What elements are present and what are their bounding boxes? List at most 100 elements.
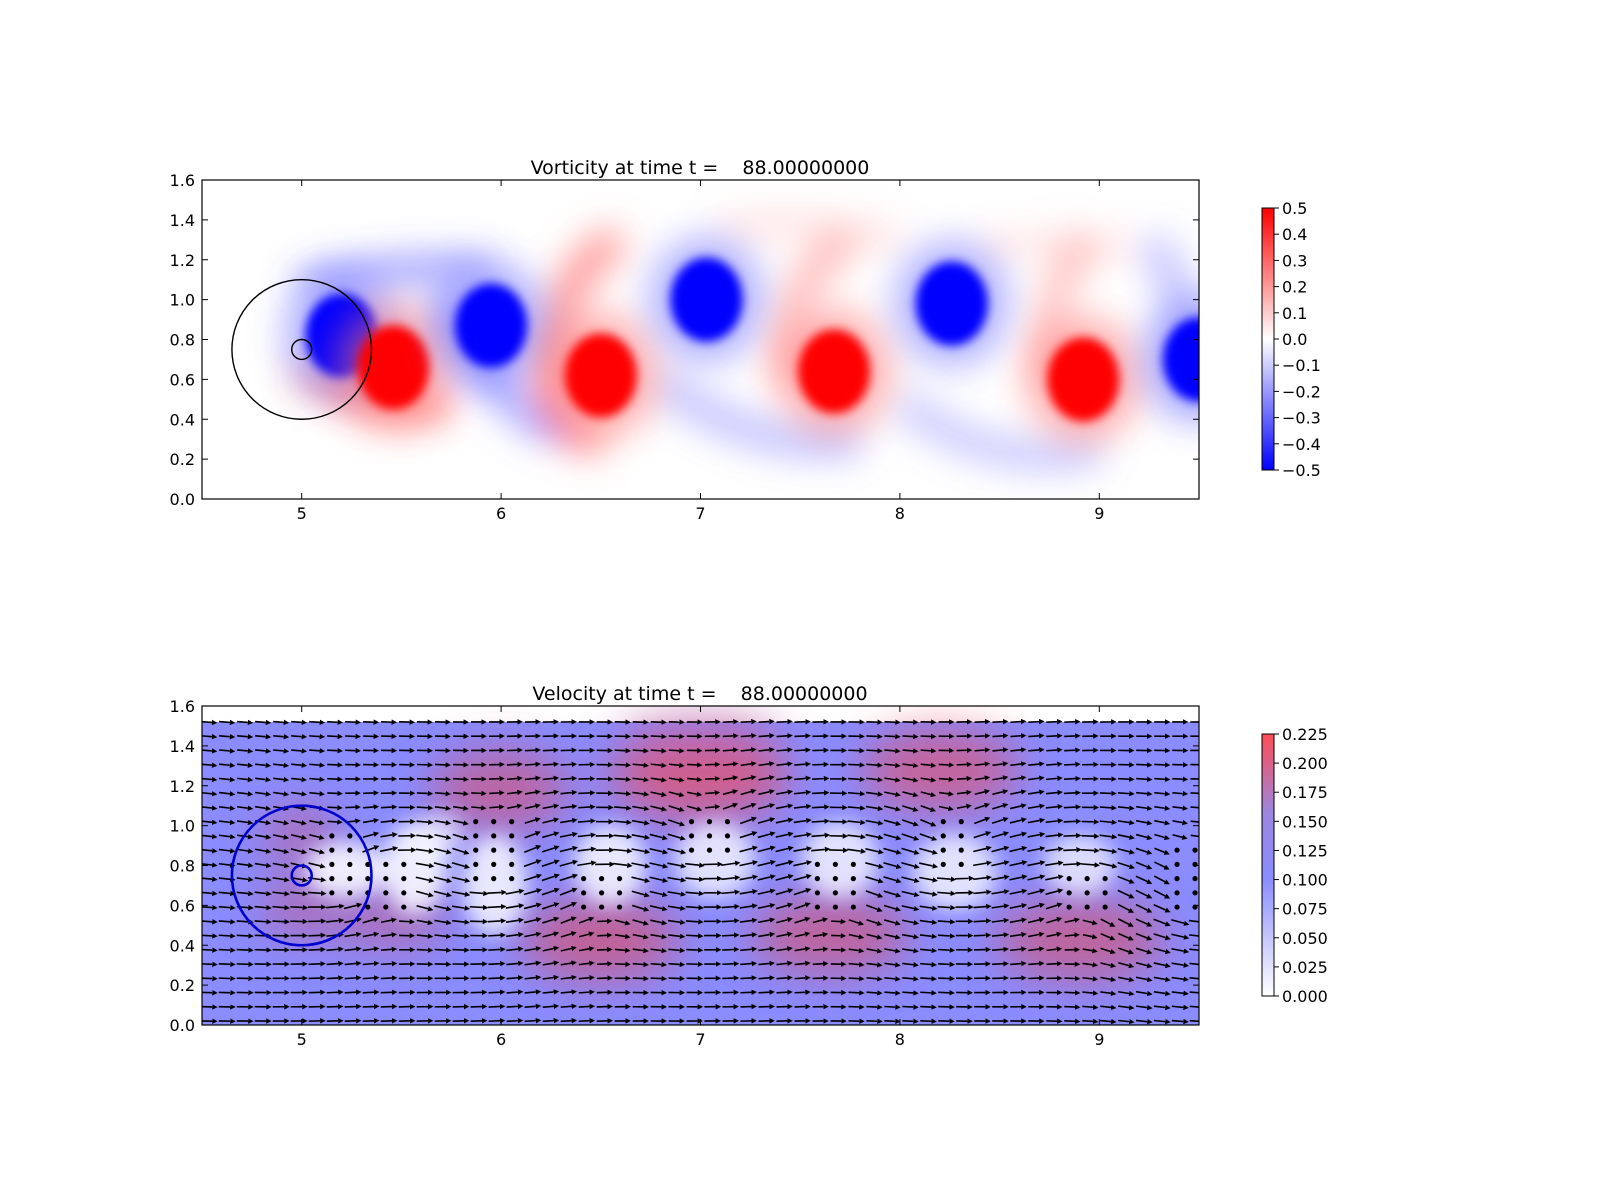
quiver-arrow [632,748,649,754]
quiver-arrow [1135,961,1153,969]
quiver-arrow [291,776,308,783]
quiver-arrow [758,789,775,796]
quiver-arrow [1153,976,1171,983]
quiver-arrow [973,845,992,853]
quiver-arrow [1118,990,1135,997]
quiver-arrow [506,931,524,938]
quiver-arrow [237,719,254,726]
quiver-dot [688,847,695,853]
quiver-dot [347,833,353,839]
quiver-arrow [542,945,560,952]
quiver-arrow [344,931,362,938]
quiver-arrow [757,902,776,910]
quiver-arrow [237,791,254,797]
quiver-dot [1192,876,1198,882]
quiver-dot [347,876,353,882]
quiver-arrow [631,819,650,826]
quiver-arrow [255,733,272,740]
quiver-arrow [202,904,218,911]
velocity-ytick-label: 1.2 [170,777,195,796]
quiver-arrow [1082,962,1099,968]
quiver-arrow [506,761,523,768]
quiver-arrow [613,833,633,840]
quiver-arrow [362,845,380,853]
quiver-arrow [362,946,380,952]
quiver-dot [473,847,479,853]
quiver-arrow [1117,861,1135,870]
quiver-dot [1066,890,1072,896]
quiver-arrow [506,975,524,981]
quiver-arrow [632,791,650,797]
quiver-arrow [1154,833,1170,841]
vorticity-xtick-label: 7 [695,504,705,523]
quiver-arrow [865,848,884,855]
quiver-arrow [577,860,597,867]
quiver-arrow [901,890,920,898]
velocity-colorbar [1261,733,1275,997]
quiver-arrow [631,890,650,898]
quiver-arrow [327,819,343,825]
quiver-arrow [1010,761,1027,767]
quiver-arrow [865,819,884,826]
vorticity-xtick-label: 5 [297,504,307,523]
quiver-arrow [1172,819,1188,826]
velocity-axes: 5 6 7 8 9 0.0 0.2 0.4 0.6 0.8 1.0 1.2 1.4 1.6 [170,697,1199,1049]
vorticity-colorbar-tick-label: 0.0 [1282,330,1307,349]
quiver-arrow [524,1003,542,1010]
quiver-arrow [776,946,793,952]
quiver-arrow [1064,761,1081,768]
quiver-arrow [487,918,507,924]
quiver-arrow [847,805,866,811]
quiver-arrow [631,862,651,869]
quiver-arrow [757,831,776,839]
quiver-arrow [1082,919,1098,926]
quiver-dot [1174,890,1180,896]
quiver-arrow [740,733,757,739]
velocity-xtick-label: 5 [297,1030,307,1049]
quiver-arrow [632,805,650,812]
quiver-arrow [434,905,452,912]
velocity-xtick-label: 7 [695,1030,705,1049]
quiver-arrow [327,748,344,754]
quiver-arrow [686,791,703,797]
quiver-arrow [219,748,236,754]
quiver-dot [940,861,946,867]
quiver-arrow [632,919,649,926]
quiver-arrow [542,775,560,782]
quiver-arrow [202,762,218,768]
quiver-arrow [775,845,794,853]
quiver-dot [383,876,389,882]
quiver-arrow [1118,932,1134,941]
quiver-arrow [1082,948,1098,954]
quiver-arrow [757,917,776,924]
quiver-arrow [991,860,1010,867]
vorticity-vortex-cores [283,236,1199,443]
quiver-arrow [1009,931,1027,938]
quiver-arrow [218,848,236,854]
quiver-arrow [776,917,793,924]
quiver-arrow [631,848,651,855]
quiver-arrow [506,960,524,967]
quiver-arrow [254,876,272,883]
quiver-arrow [202,862,218,868]
quiver-arrow [937,947,956,953]
quiver-dot [814,904,820,910]
quiver-arrow [218,933,236,939]
quiver-dot [509,847,515,853]
quiver-arrow [974,789,990,796]
quiver-arrow [343,902,363,910]
quiver-arrow [650,933,668,940]
quiver-arrow [308,847,325,855]
quiver-arrow [1135,861,1153,870]
quiver-arrow [578,989,595,995]
quiver-arrow [273,762,290,768]
quiver-arrow [362,975,380,981]
quiver-arrow [667,833,686,841]
quiver-arrow [992,761,1009,767]
quiver-arrow [920,791,937,798]
vorticity-ytick-label: 0.2 [170,450,195,469]
quiver-dot [724,819,731,825]
vorticity-ytick-label: 1.2 [170,251,195,270]
quiver-arrow [254,904,272,911]
quiver-arrow [524,761,541,767]
